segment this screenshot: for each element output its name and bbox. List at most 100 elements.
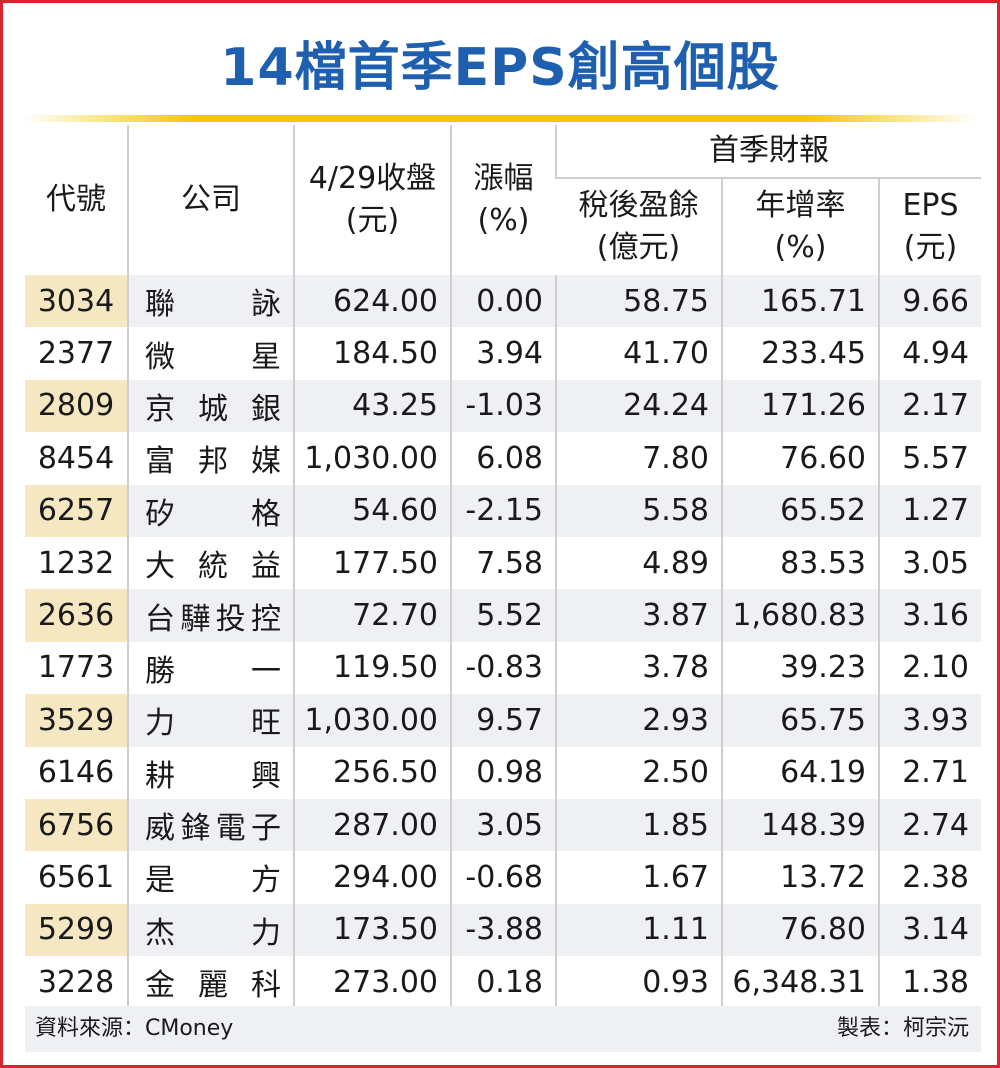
- header-code: 代號: [46, 182, 106, 217]
- header-close-label: 4/29收盤 (元): [308, 161, 437, 238]
- cell-company: 台驊投控: [127, 589, 294, 642]
- cell-close: 119.50: [293, 641, 451, 695]
- table-row: 2377 微星 184.50 3.94 41.70 233.45 4.94: [25, 327, 982, 380]
- cell-company: 富邦媒: [127, 432, 294, 485]
- cell-yoy: 65.75: [721, 694, 879, 747]
- table-body: 3034 聯詠 624.00 0.00 58.75 165.71 9.66 2377 微星 184…: [25, 275, 982, 1009]
- cell-profit: 41.70: [555, 327, 722, 380]
- table-row: 2636 台驊投控 72.70 5.52 3.87 1,680.83 3.16: [25, 589, 982, 642]
- cell-profit: 4.89: [555, 536, 722, 590]
- header-yoy: 年增率 (%): [721, 178, 879, 275]
- cell-yoy: 76.80: [721, 903, 879, 957]
- cell-profit: 24.24: [555, 379, 722, 433]
- header-company: 公司: [127, 125, 294, 275]
- cell-close: 184.50: [293, 327, 451, 380]
- cell-profit: 3.87: [555, 589, 722, 642]
- cell-company: 京城銀: [127, 379, 294, 433]
- cell-change: -2.15: [450, 484, 556, 537]
- cell-company: 勝一: [127, 641, 294, 695]
- cell-code: 6756: [25, 798, 128, 852]
- cell-eps: 9.66: [877, 275, 982, 328]
- cell-company: 杰力: [127, 903, 294, 957]
- cell-company: 力旺: [127, 694, 294, 747]
- cell-profit: 5.58: [555, 484, 722, 537]
- cell-close: 43.25: [293, 379, 451, 433]
- cell-change: 0.98: [450, 746, 556, 799]
- cell-eps: 2.17: [877, 379, 982, 433]
- cell-code: 8454: [37, 440, 115, 476]
- table-credit: 製表：柯宗沅: [836, 1016, 969, 1041]
- cell-code: 5299: [25, 903, 128, 957]
- table-row: 6756 威鋒電子 287.00 3.05 1.85 148.39 2.74: [25, 798, 982, 852]
- cell-profit: 1.11: [555, 903, 722, 957]
- cell-eps: 3.93: [877, 694, 982, 747]
- cell-company: 微星: [127, 327, 294, 380]
- cell-yoy: 165.71: [721, 275, 879, 328]
- cell-eps: 2.74: [877, 798, 982, 852]
- cell-eps: 3.05: [877, 536, 982, 590]
- header-yoy-label: 年增率 (%): [755, 188, 846, 265]
- cell-yoy: 6,348.31: [721, 956, 879, 1009]
- cell-close: 1,030.00: [293, 694, 451, 747]
- cell-change: 7.58: [450, 536, 556, 590]
- cell-company: 聯詠: [127, 275, 294, 328]
- cell-yoy: 39.23: [721, 641, 879, 695]
- cell-profit: 0.93: [555, 956, 722, 1009]
- cell-eps: 4.94: [877, 327, 982, 380]
- cell-code: 6257: [25, 484, 128, 537]
- cell-yoy: 233.45: [721, 327, 879, 380]
- cell-yoy: 148.39: [721, 798, 879, 852]
- page-title: 14檔首季EPS創高個股: [220, 38, 780, 98]
- cell-yoy: 65.52: [721, 484, 879, 537]
- cell-change: -0.83: [450, 641, 556, 695]
- cell-change: 9.57: [450, 694, 556, 747]
- cell-company: 耕興: [127, 746, 294, 799]
- cell-change: 3.05: [450, 798, 556, 852]
- cell-yoy: 64.19: [721, 746, 879, 799]
- cell-change: 6.08: [450, 432, 556, 485]
- cell-change: 5.52: [450, 589, 556, 642]
- cell-close: 54.60: [293, 484, 451, 537]
- table-row: 3228 金麗科 273.00 0.18 0.93 6,348.31 1.38: [25, 956, 982, 1009]
- cell-close: 72.70: [293, 589, 451, 642]
- cell-yoy: 83.53: [721, 536, 879, 590]
- cell-eps: 2.71: [877, 746, 982, 799]
- table-row: 6561 是方 294.00 -0.68 1.67 13.72 2.38: [25, 851, 982, 904]
- table-row: 8454 富邦媒 1,030.00 6.08 7.80 76.60 5.57: [25, 432, 982, 485]
- table-row: 5299 杰力 173.50 -3.88 1.11 76.80 3.14: [25, 903, 982, 957]
- cell-code: 2636: [25, 589, 128, 642]
- table-row: 1773 勝一 119.50 -0.83 3.78 39.23 2.10: [25, 641, 982, 695]
- cell-company: 矽格: [127, 484, 294, 537]
- cell-code: 1773: [37, 650, 115, 686]
- table-row: 1232 大統益 177.50 7.58 4.89 83.53 3.05: [25, 536, 982, 590]
- cell-change: -0.68: [450, 851, 556, 904]
- cell-profit: 2.50: [555, 746, 722, 799]
- table-row: 6257 矽格 54.60 -2.15 5.58 65.52 1.27: [25, 484, 982, 537]
- cell-yoy: 13.72: [721, 851, 879, 904]
- cell-profit: 3.78: [555, 641, 722, 695]
- table-row: 2809 京城銀 43.25 -1.03 24.24 171.26 2.17: [25, 379, 982, 433]
- cell-company: 是方: [127, 851, 294, 904]
- cell-code: 6146: [37, 755, 115, 791]
- cell-code: 2809: [25, 379, 128, 433]
- cell-close: 173.50: [293, 903, 451, 957]
- cell-eps: 2.10: [877, 641, 982, 695]
- cell-code: 2377: [37, 336, 115, 372]
- cell-close: 294.00: [293, 851, 451, 904]
- cell-eps: 5.57: [877, 432, 982, 485]
- cell-close: 1,030.00: [293, 432, 451, 485]
- table-row: 3034 聯詠 624.00 0.00 58.75 165.71 9.66: [25, 275, 982, 328]
- cell-code: 1232: [37, 545, 115, 581]
- table-row: 3529 力旺 1,030.00 9.57 2.93 65.75 3.93: [25, 694, 982, 747]
- cell-eps: 3.16: [877, 589, 982, 642]
- header-profit: 稅後盈餘 (億元): [556, 178, 722, 275]
- footer-bar: 資料來源：CMoney 製表：柯宗沅: [25, 1006, 981, 1052]
- cell-code: 6561: [37, 859, 115, 895]
- eps-table: 代號 公司 4/29收盤 (元) 漲幅 (%) 首季財報 稅後盈餘 (億元) 年…: [25, 125, 982, 1009]
- cell-yoy: 171.26: [721, 379, 879, 433]
- cell-change: 0.00: [450, 275, 556, 328]
- header-change-label: 漲幅 (%): [473, 161, 534, 238]
- header-change: 漲幅 (%): [450, 125, 556, 275]
- cell-close: 624.00: [293, 275, 451, 328]
